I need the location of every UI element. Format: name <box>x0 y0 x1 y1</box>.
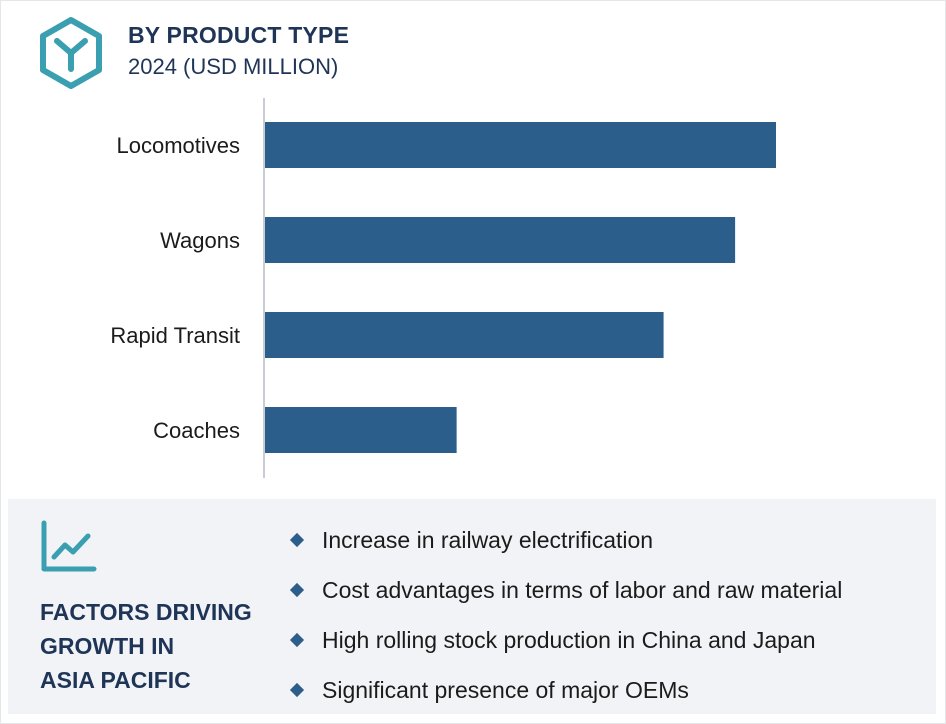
chart-title: BY PRODUCT TYPE <box>128 22 350 48</box>
diamond-bullet-icon <box>289 632 305 648</box>
category-label: Locomotives <box>116 133 240 158</box>
bar-chart: Locomotives Wagons Rapid Transit Coaches <box>110 98 776 478</box>
bar-rapid-transit <box>265 312 664 358</box>
cube-y-icon <box>40 17 102 89</box>
category-label: Coaches <box>153 418 240 443</box>
factors-list: Increase in railway electrification Cost… <box>288 515 842 715</box>
bar-locomotives <box>265 122 776 168</box>
factor-text: Cost advantages in terms of labor and ra… <box>322 576 843 603</box>
factor-item: Cost advantages in terms of labor and ra… <box>288 565 842 615</box>
chart-subtitle: 2024 (USD MILLION) <box>128 54 339 79</box>
factors-title: FACTORS DRIVING GROWTH IN ASIA PACIFIC <box>40 595 280 697</box>
category-label: Wagons <box>160 228 240 253</box>
factors-title-line: FACTORS DRIVING <box>40 599 252 625</box>
diamond-bullet-icon <box>289 582 305 598</box>
factor-item: High rolling stock production in China a… <box>288 615 842 665</box>
bar-wagons <box>265 217 736 263</box>
factor-text: Significant presence of major OEMs <box>322 676 689 703</box>
factor-item: Increase in railway electrification <box>288 515 842 565</box>
bar-coaches <box>265 407 457 453</box>
category-label: Rapid Transit <box>110 323 240 348</box>
diamond-bullet-icon <box>289 682 305 698</box>
diamond-bullet-icon <box>289 532 305 548</box>
growth-factors-panel: FACTORS DRIVING GROWTH IN ASIA PACIFIC I… <box>8 499 936 714</box>
factors-title-line: ASIA PACIFIC <box>40 667 191 693</box>
factor-text: High rolling stock production in China a… <box>322 626 816 653</box>
line-chart-icon <box>41 520 97 572</box>
factors-title-line: GROWTH IN <box>40 633 175 659</box>
factor-item: Significant presence of major OEMs <box>288 665 842 715</box>
factor-text: Increase in railway electrification <box>322 526 654 553</box>
